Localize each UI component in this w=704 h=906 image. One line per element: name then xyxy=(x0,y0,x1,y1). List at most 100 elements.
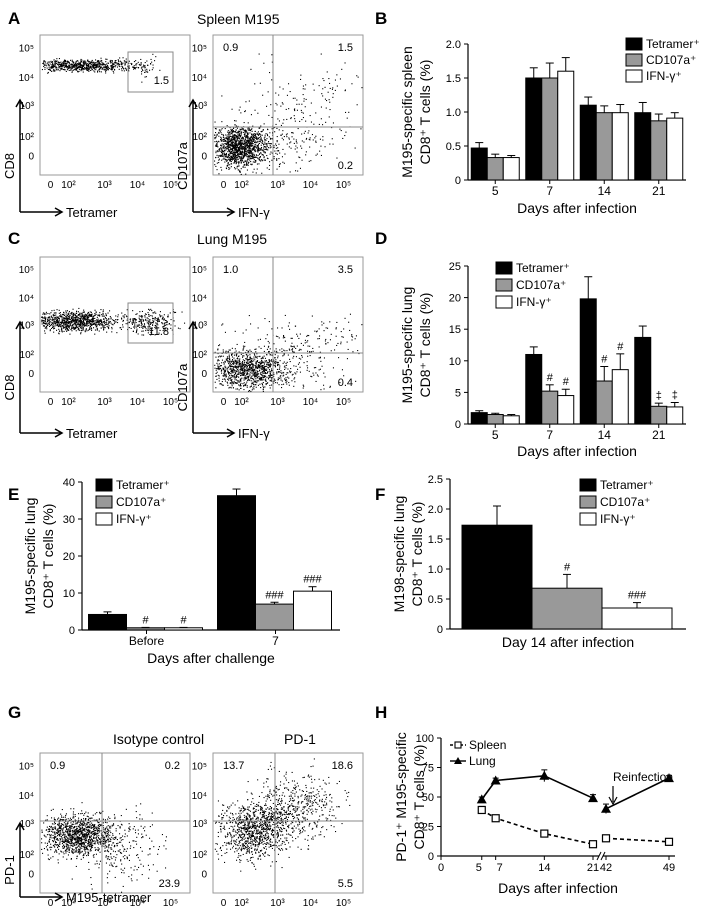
event-dot xyxy=(233,374,235,376)
event-dot xyxy=(215,132,217,134)
event-dot xyxy=(252,157,254,159)
event-dot xyxy=(269,375,271,377)
event-dot xyxy=(218,150,220,152)
event-dot xyxy=(84,61,86,63)
event-dot xyxy=(273,359,275,361)
event-dot xyxy=(250,114,252,116)
event-dot xyxy=(239,171,241,173)
flow-x-axis-label: IFN-γ xyxy=(238,205,270,220)
event-dot xyxy=(216,371,218,373)
event-dot xyxy=(224,146,226,148)
event-dot xyxy=(47,324,49,326)
event-dot xyxy=(82,62,84,64)
event-dot xyxy=(151,61,153,63)
event-dot xyxy=(264,139,266,141)
event-dot xyxy=(232,145,234,147)
event-dot xyxy=(64,319,66,321)
event-dot xyxy=(140,325,142,327)
event-dot xyxy=(246,385,248,387)
event-dot xyxy=(240,156,242,158)
event-dot xyxy=(253,154,255,156)
event-dot xyxy=(85,65,87,67)
event-dot xyxy=(249,158,251,160)
event-dot xyxy=(119,60,121,62)
event-dot xyxy=(308,160,310,162)
event-dot xyxy=(236,382,238,384)
event-dot xyxy=(98,61,100,63)
event-dot xyxy=(136,63,138,65)
event-dot xyxy=(267,91,269,93)
event-dot xyxy=(142,326,144,328)
event-dot xyxy=(74,313,76,315)
event-dot xyxy=(153,321,155,323)
event-dot xyxy=(240,112,242,114)
event-dot xyxy=(242,356,244,358)
event-dot xyxy=(266,372,268,374)
event-dot xyxy=(162,326,164,328)
event-dot xyxy=(228,149,230,151)
event-dot xyxy=(244,145,246,147)
event-dot xyxy=(214,381,216,383)
event-dot xyxy=(91,68,93,70)
event-dot xyxy=(218,369,220,371)
event-dot xyxy=(136,331,138,333)
event-dot xyxy=(335,335,337,337)
event-dot xyxy=(234,137,236,139)
event-dot xyxy=(229,160,231,162)
event-dot xyxy=(294,377,296,379)
event-dot xyxy=(114,320,116,322)
event-dot xyxy=(152,329,154,331)
event-dot xyxy=(264,146,266,148)
event-dot xyxy=(246,149,248,151)
event-dot xyxy=(342,137,344,139)
event-dot xyxy=(280,379,282,381)
event-dot xyxy=(214,164,216,166)
event-dot xyxy=(232,363,234,365)
event-dot xyxy=(244,138,246,140)
event-dot xyxy=(61,318,63,320)
event-dot xyxy=(80,325,82,327)
event-dot xyxy=(346,358,348,360)
event-dot xyxy=(156,327,158,329)
event-dot xyxy=(218,162,220,164)
event-dot xyxy=(244,368,246,370)
event-dot xyxy=(269,384,271,386)
event-dot xyxy=(235,388,237,390)
event-dot xyxy=(264,366,266,368)
event-dot xyxy=(233,382,235,384)
event-dot xyxy=(262,388,264,390)
event-dot xyxy=(332,87,334,89)
event-dot xyxy=(258,149,260,151)
event-dot xyxy=(247,373,249,375)
event-dot xyxy=(121,312,123,314)
event-dot xyxy=(230,144,232,146)
event-dot xyxy=(238,366,240,368)
event-dot xyxy=(155,56,157,58)
event-dot xyxy=(49,319,51,321)
event-dot xyxy=(316,331,318,333)
event-dot xyxy=(232,376,234,378)
y-tick-label: 10⁵ xyxy=(19,762,34,773)
event-dot xyxy=(266,149,268,151)
event-dot xyxy=(235,372,237,374)
event-dot xyxy=(42,320,44,322)
event-dot xyxy=(80,823,82,825)
event-dot xyxy=(293,142,295,144)
event-dot xyxy=(317,375,319,377)
event-dot xyxy=(61,320,63,322)
event-dot xyxy=(236,355,238,357)
event-dot xyxy=(265,147,267,149)
event-dot xyxy=(228,354,230,356)
event-dot xyxy=(52,834,54,836)
event-dot xyxy=(229,140,231,142)
event-dot xyxy=(54,316,56,318)
event-dot xyxy=(311,376,313,378)
event-dot xyxy=(230,144,232,146)
x-tick-label: 10³ xyxy=(270,397,285,408)
event-dot xyxy=(260,148,262,150)
event-dot xyxy=(171,329,173,331)
event-dot xyxy=(244,163,246,165)
event-dot xyxy=(227,151,229,153)
event-dot xyxy=(299,157,301,159)
event-dot xyxy=(231,140,233,142)
